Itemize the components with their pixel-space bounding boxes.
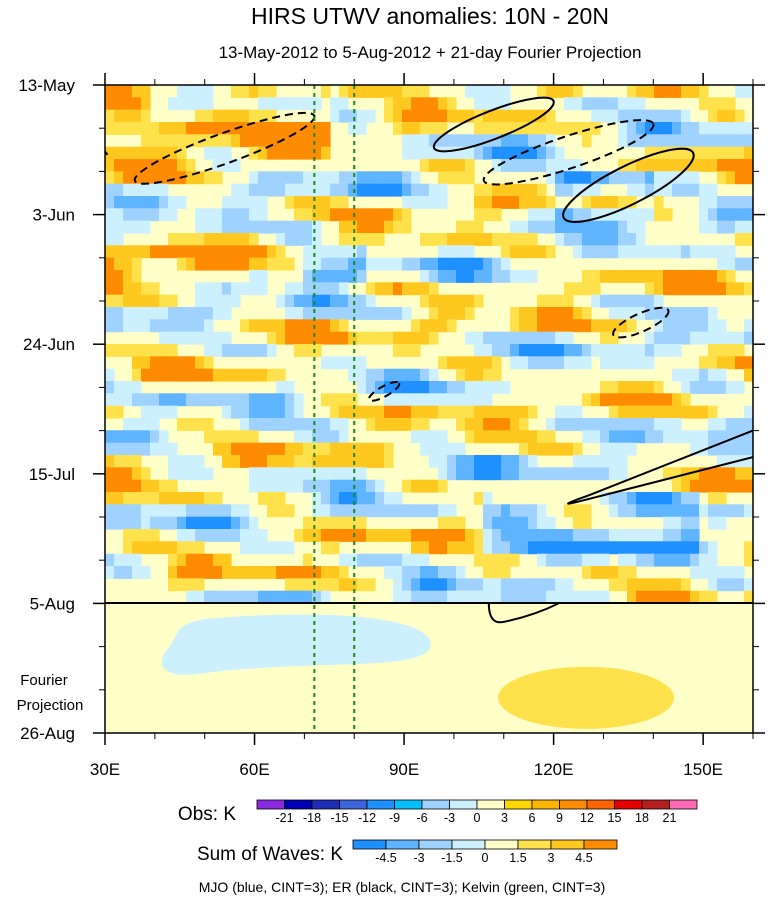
obs-legend-label: -3 <box>444 811 455 825</box>
x-tick-label: 60E <box>239 760 269 779</box>
obs-legend-label: -21 <box>275 811 293 825</box>
obs-legend-label: 12 <box>580 811 594 825</box>
obs-legend-label: 6 <box>529 811 536 825</box>
obs-legend-swatch <box>284 799 313 810</box>
plot-frame <box>104 84 754 734</box>
wave-contours <box>105 96 753 624</box>
er-negative-contour-4 <box>367 381 401 402</box>
waves-legend-label: -3 <box>413 851 424 865</box>
obs-legend-swatch <box>641 799 670 810</box>
x-tick-label: 150E <box>683 760 723 779</box>
obs-legend-swatch <box>366 799 395 810</box>
chart-footer: MJO (blue, CINT=3); ER (black, CINT=3); … <box>199 879 606 895</box>
projection-warm-patch <box>498 666 675 729</box>
obs-legend-swatch <box>449 799 478 810</box>
er-positive-contour-1 <box>432 96 555 153</box>
y-tick-label: 24-Jun <box>23 335 75 354</box>
waves-legend-swatch <box>484 839 519 850</box>
obs-legend-label: 3 <box>501 811 508 825</box>
obs-legend-swatch <box>476 799 505 810</box>
projection-cool-patch <box>161 614 431 675</box>
obs-legend-swatch <box>339 799 368 810</box>
obs-legend-swatch <box>504 799 533 810</box>
waves-legend-swatch <box>352 839 387 850</box>
projection-label-line-1: Fourier <box>20 672 68 689</box>
obs-legend: -21 -18 -15 -12 -9 -6 -3 0 3 6 9 12 15 18 21 <box>256 799 698 825</box>
waves-legend-label: 0 <box>482 851 489 865</box>
x-tick-label: 120E <box>534 760 574 779</box>
obs-legend-label: 21 <box>663 811 677 825</box>
obs-legend-swatch <box>421 799 450 810</box>
waves-legend-swatch <box>385 839 420 850</box>
y-tick-label: 5-Aug <box>30 594 75 613</box>
x-tick-label: 30E <box>90 760 120 779</box>
obs-legend-swatch <box>669 799 698 810</box>
obs-legend-label: -12 <box>358 811 376 825</box>
x-tick-label: 90E <box>389 760 419 779</box>
obs-legend-label: -15 <box>330 811 348 825</box>
obs-legend-swatch <box>256 799 285 810</box>
er-negative-contour-1 <box>133 111 316 185</box>
plot-area <box>105 85 753 733</box>
waves-legend-label: 3 <box>548 851 555 865</box>
y-axis: 13-May 3-Jun 24-Jun 15-Jul 5-Aug 26-Aug <box>18 76 765 743</box>
er-positive-contour-3 <box>567 429 753 505</box>
chart-subtitle: 13-May-2012 to 5-Aug-2012 + 21-day Fouri… <box>219 43 642 62</box>
waves-legend-swatch <box>583 839 618 850</box>
obs-legend-label: 0 <box>474 811 481 825</box>
x-axis: 30E 60E 90E 120E 150E <box>90 73 754 779</box>
obs-legend-swatch <box>614 799 643 810</box>
y-tick-label: 3-Jun <box>32 206 75 225</box>
y-tick-label: 15-Jul <box>29 465 75 484</box>
obs-legend-label: -9 <box>389 811 400 825</box>
obs-legend-label: 15 <box>608 811 622 825</box>
er-negative-contour-3 <box>612 306 670 339</box>
projection-field <box>105 603 753 733</box>
waves-legend-swatch <box>550 839 585 850</box>
waves-legend-label: 1.5 <box>509 851 526 865</box>
waves-legend-label: -4.5 <box>375 851 397 865</box>
obs-legend-swatch <box>586 799 615 810</box>
obs-legend-swatch <box>559 799 588 810</box>
waves-legend-swatch <box>517 839 552 850</box>
er-positive-contour-4 <box>487 602 560 624</box>
obs-legend-swatch <box>531 799 560 810</box>
projection-label-line-2: Projection <box>17 697 84 714</box>
obs-legend-swatch <box>311 799 340 810</box>
waves-legend-swatch <box>451 839 486 850</box>
obs-legend-label: -18 <box>303 811 321 825</box>
waves-legend-swatch <box>418 839 453 850</box>
er-negative-contour-2 <box>482 119 655 186</box>
obs-legend-title: Obs: K <box>178 804 236 825</box>
waves-legend-label: -1.5 <box>441 851 463 865</box>
obs-legend-label: 18 <box>635 811 649 825</box>
waves-legend-title: Sum of Waves: K <box>197 844 343 865</box>
obs-legend-swatch <box>394 799 423 810</box>
obs-legend-label: -6 <box>416 811 427 825</box>
waves-legend: -4.5 -3 -1.5 0 1.5 3 4.5 <box>352 839 618 865</box>
waves-legend-label: 4.5 <box>575 851 592 865</box>
chart-title: HIRS UTWV anomalies: 10N - 20N <box>251 3 609 29</box>
er-positive-contour-2 <box>562 147 695 223</box>
y-tick-label: 13-May <box>18 76 75 95</box>
kelvin-lines <box>313 85 356 733</box>
obs-legend-label: 9 <box>556 811 563 825</box>
y-tick-label: 26-Aug <box>20 724 75 743</box>
